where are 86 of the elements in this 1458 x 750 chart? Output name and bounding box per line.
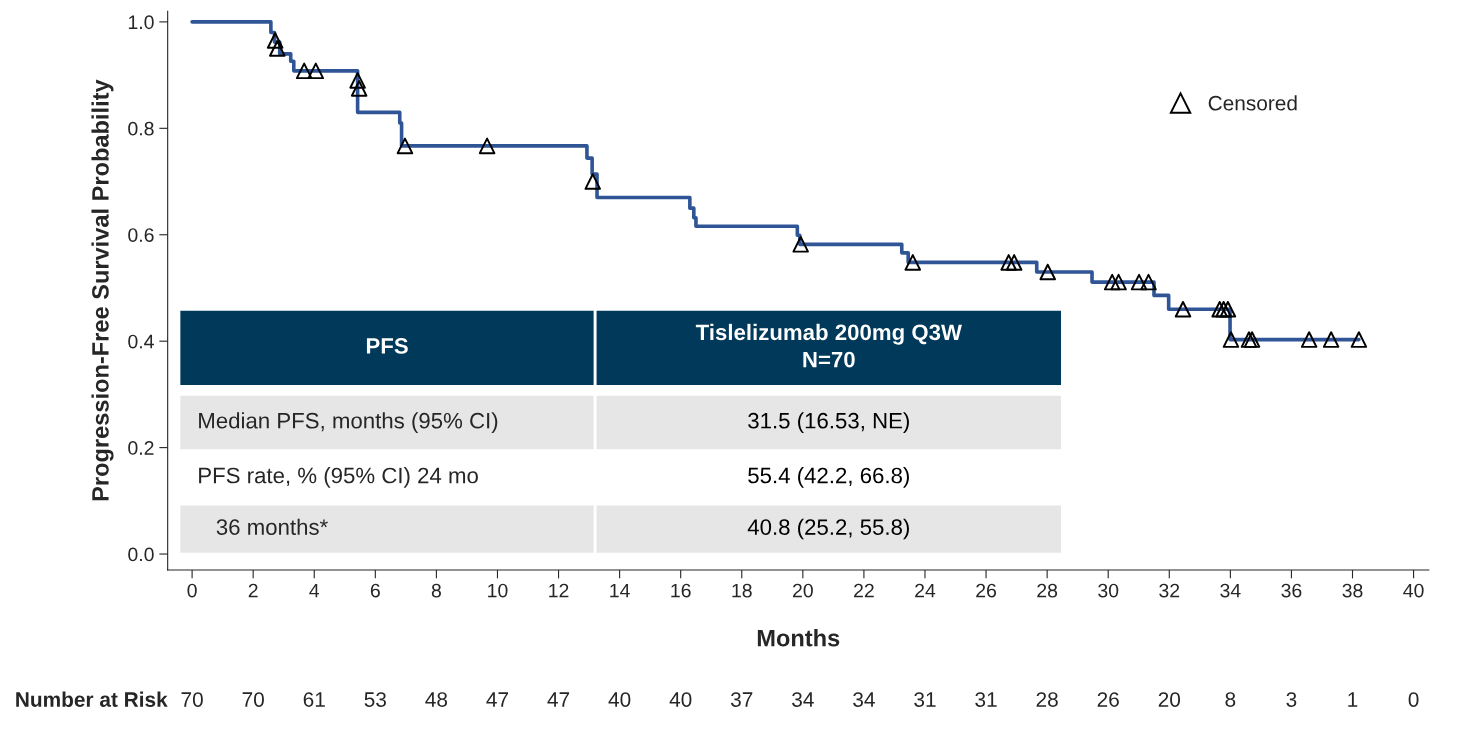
y-tick-label: 0.4 (128, 334, 154, 349)
x-tick-label: 4 (309, 583, 320, 598)
point (1140, 273, 1157, 291)
x-tick-label: 16 (671, 583, 691, 598)
x-tick-label: 36 (1281, 583, 1302, 598)
x-tick-label: 20 (793, 583, 813, 598)
annotation: 55.4 (42.2, 66.8) (748, 467, 909, 488)
point (307, 62, 325, 80)
text: 1 (1348, 692, 1358, 707)
text: 0 (1408, 692, 1419, 707)
point (396, 137, 414, 155)
text: 40 (669, 692, 692, 707)
text: 28 (1036, 692, 1058, 707)
point (266, 32, 284, 49)
point (1222, 331, 1240, 348)
point (295, 62, 313, 80)
x-tick-label: 30 (1098, 583, 1119, 598)
x-tick-label: 8 (431, 583, 441, 598)
text: 47 (486, 692, 509, 707)
x-tick-label: 32 (1159, 583, 1180, 598)
point (584, 173, 601, 190)
point (1322, 331, 1340, 348)
annotation: Tislelizumab 200mg Q3W N=70 (695, 323, 962, 368)
x-tick-label: 12 (549, 583, 569, 598)
text: 20 (1158, 692, 1181, 707)
y-tick-label: 0.6 (128, 228, 154, 242)
x-tick-label: 2 (248, 583, 258, 598)
annotation: 31.5 (16.53, NE) (748, 412, 909, 433)
text: 26 (1097, 692, 1119, 707)
point (1211, 301, 1228, 318)
x-tick-label: 24 (915, 583, 936, 598)
text: 31 (914, 692, 936, 707)
text: 34 (853, 692, 875, 707)
annotation: 36 months* (216, 518, 328, 535)
x-tick-label: 14 (610, 583, 630, 598)
point (904, 254, 922, 271)
x-tick-label: 22 (854, 583, 874, 598)
annotation: Median PFS, months (95% CI) (199, 412, 498, 433)
y-tick-label: 1.0 (128, 15, 154, 30)
annotation: PFS (366, 338, 408, 354)
text: 47 (547, 692, 570, 707)
text: 37 (730, 692, 753, 707)
point (1300, 331, 1318, 348)
text: 48 (425, 692, 448, 707)
x-tick-label: 18 (732, 583, 752, 598)
text: Number at Risk (16, 691, 168, 707)
text: 3 (1286, 692, 1297, 707)
y-tick-label: 0.2 (128, 441, 154, 455)
point (1350, 331, 1368, 348)
x-tick-label: 26 (976, 583, 997, 598)
point (1000, 254, 1017, 271)
text: 34 (792, 692, 814, 707)
text: 8 (1225, 692, 1236, 707)
text: 61 (303, 692, 325, 707)
x-tick-label: 40 (1403, 583, 1424, 598)
annotation: PFS rate, % (95% CI) 24 mo (199, 467, 478, 488)
x-tick-label: 0 (187, 583, 197, 598)
point (1110, 273, 1127, 291)
x-tick-label: 34 (1220, 583, 1241, 598)
point (269, 40, 286, 57)
x-tick-label: 10 (488, 583, 508, 598)
text: 53 (364, 692, 386, 707)
annotation: 40.8 (25.2, 55.8) (747, 518, 909, 540)
point (1130, 273, 1148, 291)
x-tick-label: 38 (1342, 583, 1363, 598)
point (1039, 263, 1056, 281)
x-axis-title: Months (757, 629, 840, 647)
legend-label: Censored (1208, 95, 1297, 111)
y-axis-title: Progression-Free Survival Probability (91, 79, 114, 501)
point (478, 137, 496, 155)
y-tick-label: 0.0 (128, 547, 154, 562)
text: 40 (608, 692, 631, 707)
point (1215, 301, 1232, 318)
y-tick-label: 0.8 (128, 121, 154, 136)
x-tick-label: 28 (1037, 583, 1058, 598)
text: 70 (242, 692, 264, 707)
point (1219, 301, 1237, 318)
text: 31 (975, 692, 997, 707)
text: 70 (181, 692, 203, 707)
point (350, 80, 368, 97)
point (1174, 301, 1192, 318)
point (792, 236, 809, 253)
x-tick-label: 6 (370, 583, 380, 598)
point (349, 72, 366, 89)
point (1005, 254, 1023, 271)
point (1103, 273, 1121, 291)
